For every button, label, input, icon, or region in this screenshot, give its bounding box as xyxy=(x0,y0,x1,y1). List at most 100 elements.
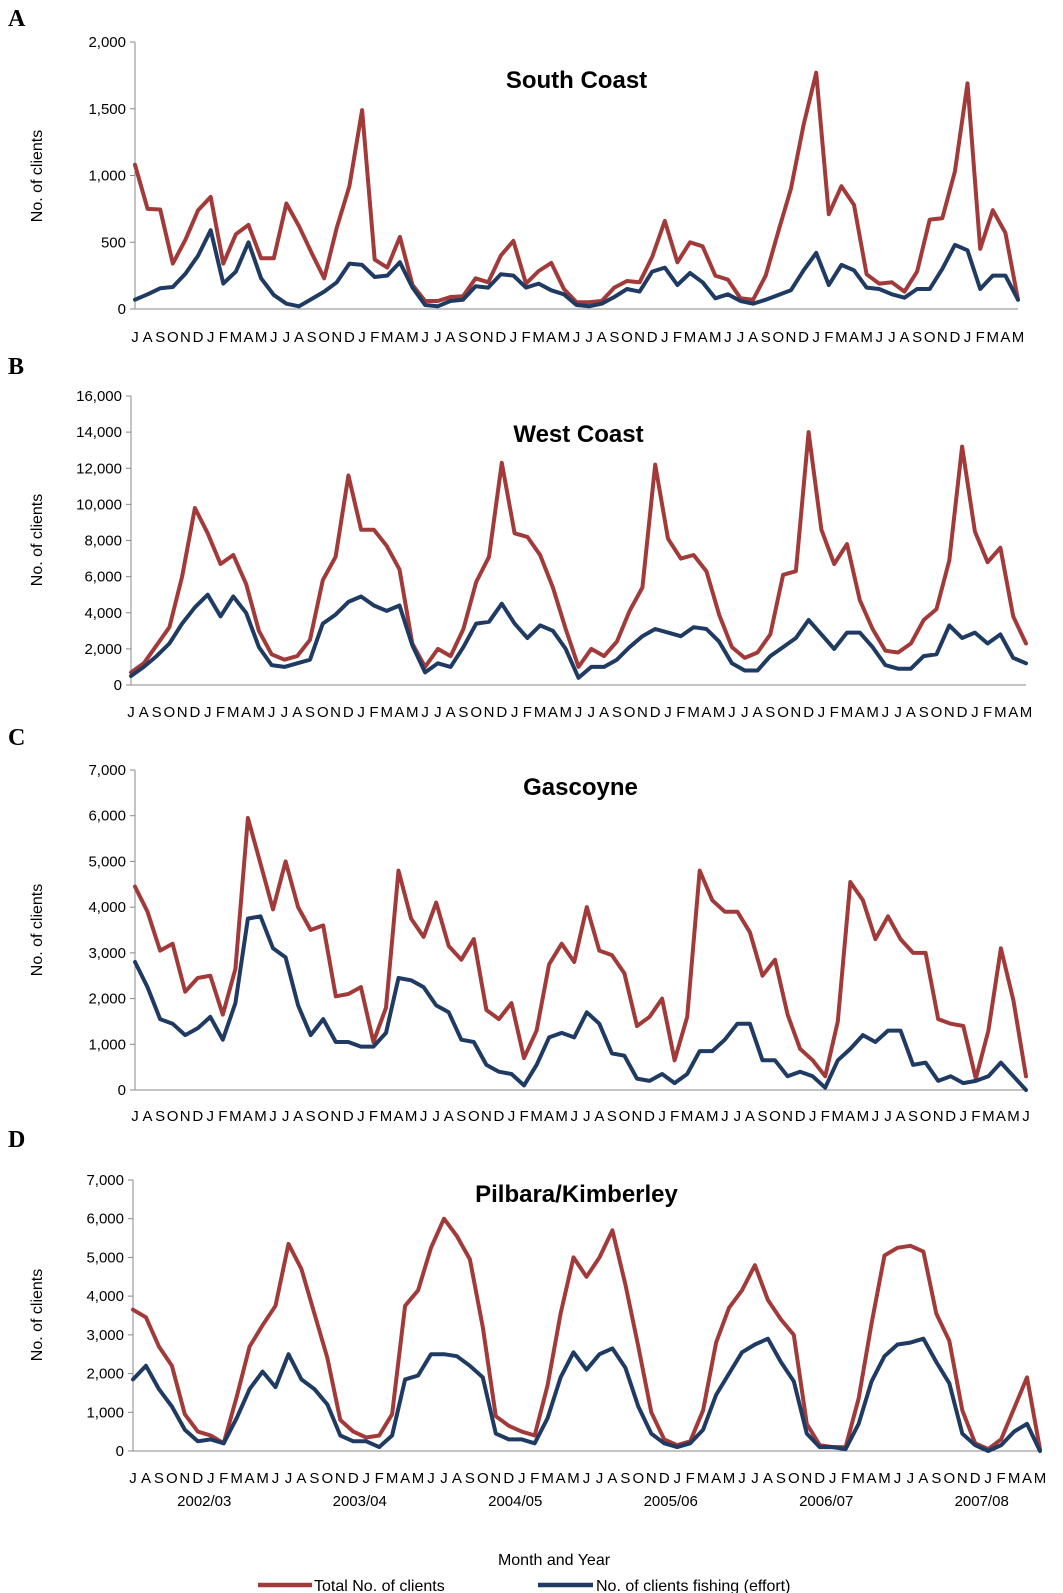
y-tick-label: 4,000 xyxy=(88,899,126,916)
x-tick-label: J xyxy=(673,1470,681,1487)
x-tick-label: M xyxy=(558,329,571,346)
x-tick-label: M xyxy=(559,704,572,721)
x-tick-label: M xyxy=(860,329,873,346)
x-tick-label: M xyxy=(684,329,697,346)
legend-label-effort: No. of clients fishing (effort) xyxy=(596,1578,790,1593)
x-tick-label: F xyxy=(369,704,378,721)
x-tick-label: O xyxy=(167,329,179,346)
x-tick-label: A xyxy=(701,704,711,721)
x-tick-label: J xyxy=(434,329,442,346)
x-tick-label: A xyxy=(293,1108,303,1125)
y-tick-label: 14,000 xyxy=(76,424,122,441)
x-tick-label: A xyxy=(296,1470,306,1487)
x-tick-label: D xyxy=(798,329,809,346)
x-tick-label: J xyxy=(573,329,581,346)
x-tick-label: A xyxy=(899,329,909,346)
y-tick-label: 500 xyxy=(101,234,126,251)
x-tick-label: F xyxy=(976,329,985,346)
x-tick-label: J xyxy=(588,704,596,721)
x-tick-label: J xyxy=(964,329,972,346)
x-tick-label: J xyxy=(809,1108,817,1125)
x-tick-label: S xyxy=(458,704,468,721)
y-axis-label: No. of clients xyxy=(29,494,46,586)
x-tick-label: M xyxy=(532,329,545,346)
y-tick-label: 6,000 xyxy=(84,569,122,586)
x-tick-label: F xyxy=(971,1108,980,1125)
x-tick-label: M xyxy=(530,1108,543,1125)
x-tick-label: J xyxy=(131,1108,139,1125)
x-tick-label: D xyxy=(343,704,354,721)
x-tick-label: D xyxy=(496,704,507,721)
x-tick-label: S xyxy=(612,704,622,721)
y-tick-label: 10,000 xyxy=(76,496,122,513)
chart-title: West Coast xyxy=(513,421,643,448)
x-tick-label: S xyxy=(919,704,929,721)
x-tick-label: O xyxy=(166,1470,178,1487)
x-tick-label: J xyxy=(204,704,212,721)
x-tick-label: F xyxy=(824,329,833,346)
chart-panel-c: C 0 1,000 2,000 3,000 4,000 5,000 6,000 7,000 No.… xyxy=(8,725,1030,1125)
x-tick-label: M xyxy=(253,704,266,721)
x-tick-label: A xyxy=(143,329,153,346)
x-year-label: 2005/06 xyxy=(644,1493,698,1510)
x-tick-label: O xyxy=(920,1108,932,1125)
x-tick-label: A xyxy=(918,1470,928,1487)
x-tick-label: O xyxy=(164,704,176,721)
x-tick-label: D xyxy=(945,1108,956,1125)
x-tick-label: O xyxy=(772,329,784,346)
x-tick-label: S xyxy=(458,329,468,346)
x-tick-label: M xyxy=(230,1470,243,1487)
x-tick-label: O xyxy=(317,704,329,721)
x-tick-label: A xyxy=(698,329,708,346)
x-tick-label: S xyxy=(309,1470,319,1487)
y-tick-label: 4,000 xyxy=(86,1288,124,1305)
x-tick-label: F xyxy=(219,329,228,346)
series-line-clients-fishing xyxy=(133,228,1020,309)
x-tick-label: M xyxy=(412,1470,425,1487)
x-tick-label: F xyxy=(216,704,225,721)
x-year-label: 2002/03 xyxy=(177,1493,231,1510)
x-tick-label: M xyxy=(386,1470,399,1487)
x-tick-label: D xyxy=(647,329,658,346)
panel-letter: D xyxy=(8,1127,25,1153)
y-tick-label: 2,000 xyxy=(84,641,122,658)
x-tick-label: F xyxy=(219,1470,228,1487)
x-tick-label: O xyxy=(318,329,330,346)
x-tick-label: A xyxy=(241,704,251,721)
y-tick-label: 3,000 xyxy=(88,945,126,962)
x-tick-label: A xyxy=(695,1108,705,1125)
x-tick-label: J xyxy=(440,1470,448,1487)
x-tick-label: N xyxy=(933,1108,944,1125)
x-tick-label: O xyxy=(777,704,789,721)
x-tick-label: J xyxy=(894,1470,902,1487)
x-tick-label: D xyxy=(494,1108,505,1125)
x-year-label: 2003/04 xyxy=(333,1493,387,1510)
x-tick-label: M xyxy=(567,1470,580,1487)
x-tick-label: O xyxy=(470,704,482,721)
x-tick-label: J xyxy=(281,704,289,721)
x-tick-label: M xyxy=(1012,329,1025,346)
x-tick-label: M xyxy=(697,1470,710,1487)
y-tick-label: 2,000 xyxy=(86,1366,124,1383)
x-tick-label: D xyxy=(503,1470,514,1487)
panel-letter: A xyxy=(8,6,26,32)
x-tick-label: A xyxy=(752,704,762,721)
y-tick-label: 0 xyxy=(118,1082,126,1099)
x-tick-label: N xyxy=(490,1470,501,1487)
x-axis-title: Month and Year xyxy=(498,1552,611,1569)
x-tick-label: J xyxy=(427,1470,435,1487)
x-tick-label: J xyxy=(285,1470,293,1487)
x-tick-label: J xyxy=(888,329,896,346)
x-tick-label: J xyxy=(358,329,366,346)
x-tick-label: F xyxy=(369,1108,378,1125)
x-tick-label: A xyxy=(895,1108,905,1125)
x-tick-label: J xyxy=(721,1108,729,1125)
x-tick-label: N xyxy=(782,1108,793,1125)
x-tick-label: A xyxy=(244,329,254,346)
x-tick-label: A xyxy=(141,1470,151,1487)
x-tick-label: J xyxy=(984,1470,992,1487)
x-tick-label: S xyxy=(306,1108,316,1125)
x-tick-label: M xyxy=(687,704,700,721)
